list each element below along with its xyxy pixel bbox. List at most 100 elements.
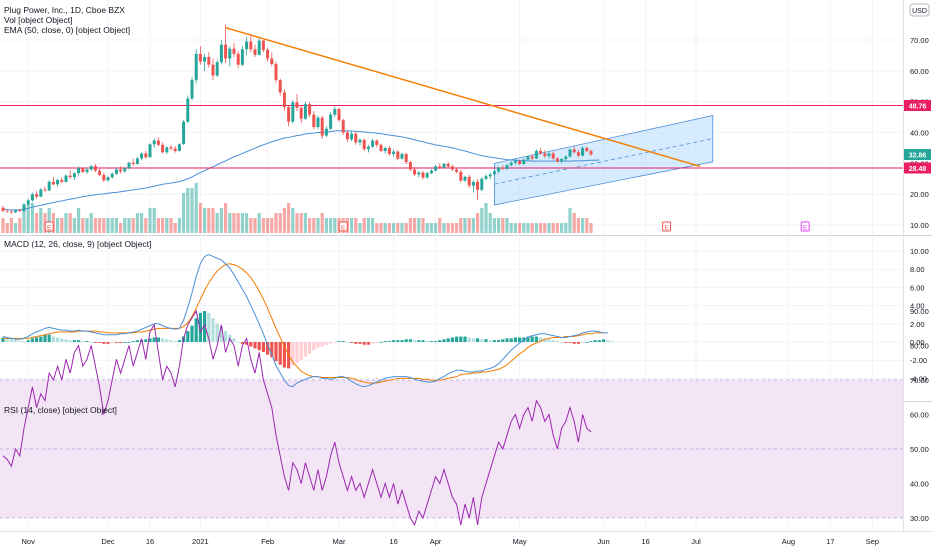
candle-body: [93, 166, 97, 171]
candle-body: [295, 102, 299, 108]
candle-body: [581, 147, 585, 156]
candle-body: [329, 114, 333, 129]
volume-bar: [152, 208, 156, 233]
candle-body: [39, 189, 43, 197]
macd-tick-label: 6.00: [910, 283, 925, 292]
x-tick-label: Dec: [101, 537, 115, 546]
volume-bar: [362, 218, 366, 233]
volume-bar: [375, 223, 379, 233]
candle-body: [14, 210, 18, 213]
volume-bar: [165, 218, 169, 233]
candle-body: [127, 162, 131, 169]
candle-body: [60, 179, 64, 182]
candle-body: [320, 117, 324, 136]
price-label-text: 32.86: [909, 153, 927, 160]
volume-bar: [442, 223, 446, 233]
macd-histogram-bar: [568, 342, 572, 343]
candle-body: [387, 147, 391, 155]
volume-bar: [127, 218, 131, 233]
candle-body: [89, 166, 93, 170]
macd-tick-label: 4.00: [910, 302, 925, 311]
candle-body: [131, 162, 135, 164]
candle-body: [51, 181, 55, 185]
macd-histogram-bar: [77, 340, 81, 342]
macd-histogram-bar: [379, 342, 383, 343]
hline-layer[interactable]: [0, 104, 903, 169]
macd-histogram-bar: [161, 338, 165, 342]
volume-layer: [1, 183, 593, 233]
candle-body: [211, 64, 215, 76]
macd-histogram-bar: [497, 340, 501, 342]
macd-histogram-bar: [114, 342, 118, 343]
macd-histogram-bar: [186, 331, 190, 342]
macd-histogram-bar: [387, 341, 391, 342]
x-tick-label: 16: [641, 537, 649, 546]
volume-bar: [303, 213, 307, 233]
earnings-marker-label: E: [803, 225, 808, 232]
candle-body: [98, 170, 102, 176]
volume-bar: [484, 203, 488, 233]
macd-histogram-bar: [492, 340, 496, 342]
volume-bar: [224, 203, 228, 233]
candle-body: [123, 168, 127, 172]
volume-bar: [173, 223, 177, 233]
axis-layer: Nov Dec 16 2021 Feb Mar 16 Apr May Jun 16 Jul Aug 17 S…: [22, 36, 929, 546]
rsi-tick-label: 70.00: [910, 376, 929, 385]
macd-histogram-bar: [589, 341, 593, 342]
macd-histogram-bar: [581, 342, 585, 343]
volume-bar: [232, 213, 236, 233]
macd-histogram-bar: [81, 341, 85, 342]
trend-layer[interactable]: [225, 26, 701, 168]
candle-body: [291, 102, 295, 122]
volume-bar: [161, 218, 165, 233]
volume-bar: [177, 218, 181, 233]
macd-line: [2, 254, 608, 388]
candle-body: [282, 92, 286, 108]
macd-histogram-bar: [156, 337, 160, 342]
earnings-marker: [800, 221, 810, 232]
volume-bar: [505, 218, 509, 233]
macd-histogram-bar: [476, 338, 480, 342]
macd-histogram-bar: [203, 311, 207, 342]
macd-histogram-bar: [442, 339, 446, 342]
macd-histogram-bar: [72, 340, 76, 342]
volume-bar: [480, 208, 484, 233]
channel-layer[interactable]: [493, 115, 714, 206]
currency-button[interactable]: [909, 3, 930, 17]
volume-bar: [471, 218, 475, 233]
volume-bar: [539, 223, 543, 233]
candle-body: [287, 107, 291, 122]
macd-histogram-bar: [177, 340, 181, 342]
volume-bar: [190, 188, 194, 233]
volume-bar: [26, 203, 30, 233]
volume-bar: [400, 223, 404, 233]
macd-histogram-bar: [345, 342, 349, 343]
volume-bar: [522, 223, 526, 233]
macd-tick-label: -2.00: [910, 356, 927, 365]
macd-histogram-bar: [564, 342, 568, 343]
macd-tick-label: 8.00: [910, 265, 925, 274]
macd-histogram-bar: [597, 340, 601, 342]
volume-bar: [236, 213, 240, 233]
x-tick-label: May: [513, 537, 527, 546]
macd-histogram-bar: [316, 342, 320, 348]
volume-bar: [245, 213, 249, 233]
volume-bar: [257, 213, 261, 233]
candle-body: [539, 151, 543, 154]
macd-histogram-bar: [144, 339, 148, 342]
candle-body: [463, 176, 467, 181]
volume-bar: [106, 218, 110, 233]
marker-layer[interactable]: 48.76 32.86 28.48 E E E E: [44, 99, 931, 232]
price-label-text: 28.48: [909, 166, 927, 173]
candle-body: [240, 49, 244, 65]
rsi-tick-label: 80.00: [910, 342, 929, 351]
macd-histogram-bar: [366, 342, 370, 345]
candle-body: [358, 139, 362, 143]
price-tick-label: 20.00: [910, 190, 929, 199]
price-label-badge: [904, 149, 931, 161]
volume-bar: [270, 218, 274, 233]
volume-bar: [77, 208, 81, 233]
volume-bar: [429, 223, 433, 233]
volume-bar: [543, 223, 547, 233]
